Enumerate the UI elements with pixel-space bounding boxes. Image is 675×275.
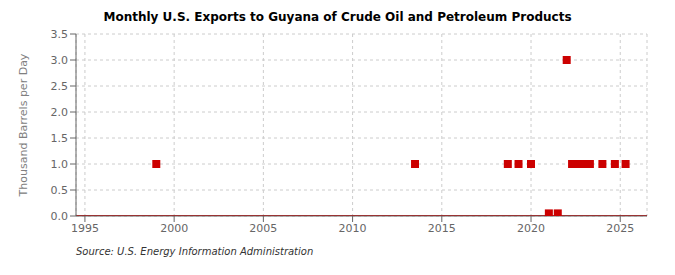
svg-text:2.5: 2.5 bbox=[51, 80, 69, 93]
svg-text:2010: 2010 bbox=[339, 222, 367, 235]
svg-text:2.0: 2.0 bbox=[51, 106, 69, 119]
svg-text:3.5: 3.5 bbox=[51, 28, 69, 41]
html-text:Monthly U.S. Exports to Guyana: Monthly U.S. Exports to Guyana of Crude … bbox=[103, 10, 572, 24]
svg-text:0.0: 0.0 bbox=[51, 210, 69, 223]
svg-text:Thousand Barrels per Day: Thousand Barrels per Day bbox=[17, 53, 30, 197]
svg-text:2020: 2020 bbox=[517, 222, 545, 235]
svg-text:2025: 2025 bbox=[606, 222, 634, 235]
html-text:Source: U.S. Energy Informatio: Source: U.S. Energy Information Administ… bbox=[76, 246, 314, 257]
svg-text:1.0: 1.0 bbox=[51, 158, 69, 171]
svg-text:3.0: 3.0 bbox=[51, 54, 69, 67]
svg-text:2000: 2000 bbox=[160, 222, 188, 235]
svg-text:2015: 2015 bbox=[428, 222, 456, 235]
svg-text:2005: 2005 bbox=[249, 222, 277, 235]
svg-text:1.5: 1.5 bbox=[51, 132, 69, 145]
svg-text:0.5: 0.5 bbox=[51, 184, 69, 197]
svg-text:1995: 1995 bbox=[71, 222, 99, 235]
